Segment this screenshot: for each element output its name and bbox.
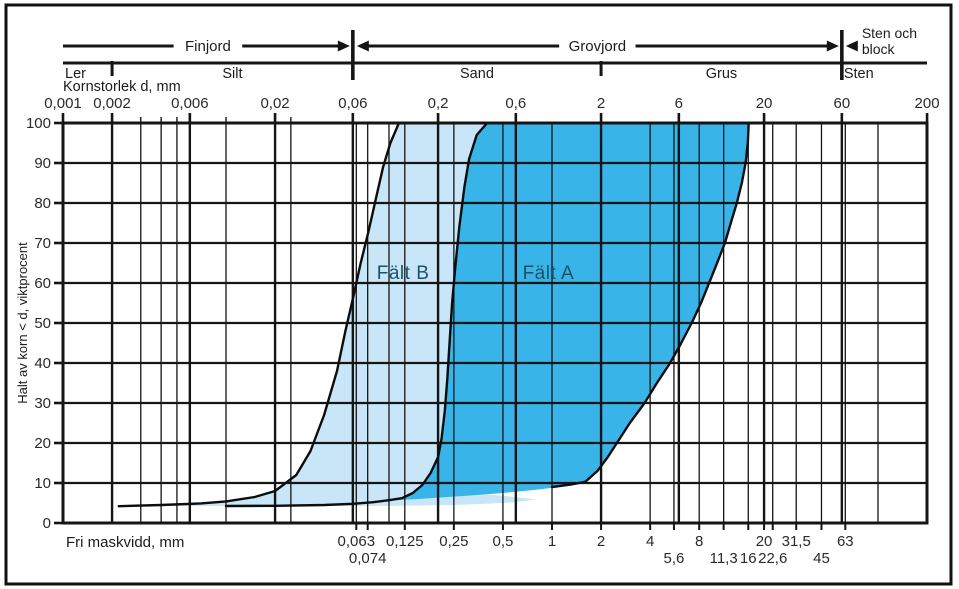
bottom-axis-title: Fri maskvidd, mm xyxy=(66,534,184,551)
sieve-label-row2: 5,6 xyxy=(664,550,685,567)
sieve-label-row2: 0,074 xyxy=(349,550,387,567)
sieve-label-row1: 0,063 xyxy=(338,533,376,550)
soil-group-label-line1: Sten och xyxy=(862,25,917,41)
region-falt-b xyxy=(118,123,537,507)
curve-b-left-boundary xyxy=(117,121,401,508)
y-tick-label: 40 xyxy=(34,355,51,372)
arrowhead-left xyxy=(356,40,369,52)
soil-class-label: Ler xyxy=(65,66,86,82)
arrowhead-right xyxy=(337,40,350,52)
sieve-label-row1: 0,125 xyxy=(386,533,424,550)
y-tick-label: 100 xyxy=(26,115,51,132)
y-axis-title: Halt av korn < d, viktprocent xyxy=(15,242,30,404)
y-tick-label: 80 xyxy=(34,195,51,212)
y-tick-label: 60 xyxy=(34,275,51,292)
region-label-falt-a: Fält A xyxy=(523,263,575,284)
sieve-label-row1: 31,5 xyxy=(782,533,811,550)
y-tick-label: 20 xyxy=(34,435,51,452)
top-tick-label: 2 xyxy=(597,95,605,112)
region-fills xyxy=(118,123,749,507)
y-axis: 0 10 20 30 40 50 60 70 80 90 100 Halt av korn < d, … xyxy=(15,115,63,532)
envelope-curves xyxy=(117,121,750,508)
y-tick-label: 50 xyxy=(34,315,51,332)
soil-group-label: Grovjord xyxy=(569,38,627,55)
bottom-axis: 0,063 0,125 0,25 0,5 1 2 4 8 20 31,5 63 0,074 5,6 11,… xyxy=(66,523,854,567)
sieve-label-row2: 45 xyxy=(813,550,830,567)
sieve-label-row1: 1 xyxy=(548,533,556,550)
sieve-label-row1: 2 xyxy=(597,533,605,550)
top-tick-label: 20 xyxy=(756,95,773,112)
top-axis: 0,001 0,002 0,006 0,02 0,06 0,2 0,6 2 6 20 60 200 Ko… xyxy=(44,79,940,123)
arrowhead-right xyxy=(826,40,839,52)
soil-group-label: Finjord xyxy=(185,38,231,55)
y-tick-label: 0 xyxy=(43,515,51,532)
soil-group-finjord: Finjord xyxy=(63,38,350,55)
sieve-label-row1: 8 xyxy=(695,533,703,550)
outer-frame xyxy=(4,3,953,586)
y-tick-label: 30 xyxy=(34,395,51,412)
y-tick-label: 90 xyxy=(34,155,51,172)
top-tick-label: 0,02 xyxy=(260,95,289,112)
curve-a-right-boundary xyxy=(550,121,750,489)
soil-class-label: Grus xyxy=(706,66,737,82)
soil-class-label: Sand xyxy=(460,66,494,82)
x-axis-title: Kornstorlek d, mm xyxy=(63,79,181,95)
sieve-label-row2: 16 xyxy=(740,550,757,567)
sieve-label-row1: 0,25 xyxy=(439,533,468,550)
sieve-label-row1: 63 xyxy=(837,533,854,550)
sieve-label-row1: 20 xyxy=(756,533,773,550)
top-tick-label: 0,006 xyxy=(171,95,209,112)
top-tick-label: 0,001 xyxy=(44,95,82,112)
y-tick-label: 70 xyxy=(34,235,51,252)
top-tick-label: 200 xyxy=(915,95,940,112)
top-tick-label: 0,002 xyxy=(93,95,131,112)
top-tick-label: 60 xyxy=(833,95,850,112)
sieve-label-row2: 11,3 xyxy=(710,550,738,567)
sieve-label-row1: 0,5 xyxy=(493,533,514,550)
sieve-label-row2: 22,6 xyxy=(758,550,787,567)
curve-b-right-a-left-boundary xyxy=(224,121,489,508)
soil-class-label: Sten xyxy=(844,66,874,82)
top-tick-label: 0,2 xyxy=(428,95,449,112)
top-tick-label: 6 xyxy=(675,95,683,112)
region-falt-a xyxy=(385,123,749,501)
sieve-label-row1: 4 xyxy=(646,533,654,550)
top-tick-label: 0,6 xyxy=(505,95,526,112)
arrowhead-left xyxy=(845,40,858,52)
soil-class-label: Silt xyxy=(222,66,242,82)
top-tick-label: 0,06 xyxy=(338,95,367,112)
gridlines xyxy=(63,123,927,523)
soil-group-grovjord: Grovjord xyxy=(356,38,839,55)
region-label-falt-b: Fält B xyxy=(377,263,430,284)
soil-group-label-line2: block xyxy=(862,41,896,57)
y-tick-label: 10 xyxy=(34,475,51,492)
